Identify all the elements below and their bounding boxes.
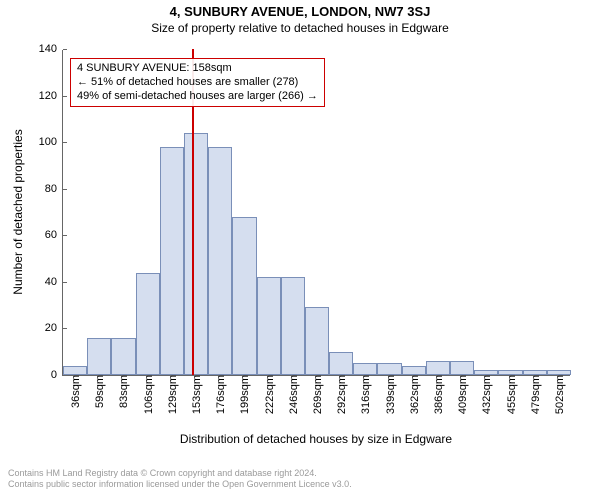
x-tick: 153sqm [189,375,203,414]
x-tick: 59sqm [92,375,106,408]
info-box: 4 SUNBURY AVENUE: 158sqm← 51% of detache… [70,58,325,107]
footer-attribution: Contains HM Land Registry data © Crown c… [8,468,352,491]
y-tick: 140 [39,43,63,55]
x-tick: 246sqm [286,375,300,414]
histogram-bar [450,361,474,375]
histogram-bar [136,273,160,375]
histogram-bar [111,338,135,375]
histogram-bar [232,217,256,375]
histogram-bar [257,277,281,375]
footer-line: Contains public sector information licen… [8,479,352,490]
x-tick: 432sqm [479,375,493,414]
y-tick: 80 [45,183,63,195]
histogram-bar [426,361,450,375]
histogram-bar [184,133,208,375]
x-tick: 362sqm [407,375,421,414]
histogram-bar [87,338,111,375]
y-tick: 40 [45,276,63,288]
info-box-line: 4 SUNBURY AVENUE: 158sqm [77,62,318,76]
x-tick: 269sqm [310,375,324,414]
x-tick: 106sqm [141,375,155,414]
histogram-bar [305,307,329,375]
x-tick: 292sqm [334,375,348,414]
histogram-bar [208,147,232,375]
chart-subtitle: Size of property relative to detached ho… [0,19,600,35]
histogram-bar [329,352,353,375]
x-tick: 455sqm [504,375,518,414]
x-axis-label: Distribution of detached houses by size … [62,432,570,446]
x-tick: 222sqm [262,375,276,414]
histogram-bar [377,363,401,375]
chart-title: 4, SUNBURY AVENUE, LONDON, NW7 3SJ [0,0,600,19]
x-tick: 176sqm [213,375,227,414]
info-box-line: 49% of semi-detached houses are larger (… [77,90,318,104]
y-tick: 0 [51,369,63,381]
x-tick: 409sqm [455,375,469,414]
y-tick: 60 [45,229,63,241]
x-tick: 83sqm [116,375,130,408]
y-tick: 120 [39,90,63,102]
x-tick: 129sqm [165,375,179,414]
histogram-bar [353,363,377,375]
histogram-bar [402,366,426,375]
y-tick: 20 [45,322,63,334]
y-axis-label: Number of detached properties [11,112,25,312]
histogram-bar [281,277,305,375]
y-tick: 100 [39,136,63,148]
x-tick: 36sqm [68,375,82,408]
x-tick: 339sqm [383,375,397,414]
x-tick: 199sqm [237,375,251,414]
histogram-bar [63,366,87,375]
histogram-bar [160,147,184,375]
info-box-line: ← 51% of detached houses are smaller (27… [77,76,318,90]
x-tick: 479sqm [528,375,542,414]
footer-line: Contains HM Land Registry data © Crown c… [8,468,352,479]
x-tick: 386sqm [431,375,445,414]
x-tick: 316sqm [358,375,372,414]
x-tick: 502sqm [552,375,566,414]
